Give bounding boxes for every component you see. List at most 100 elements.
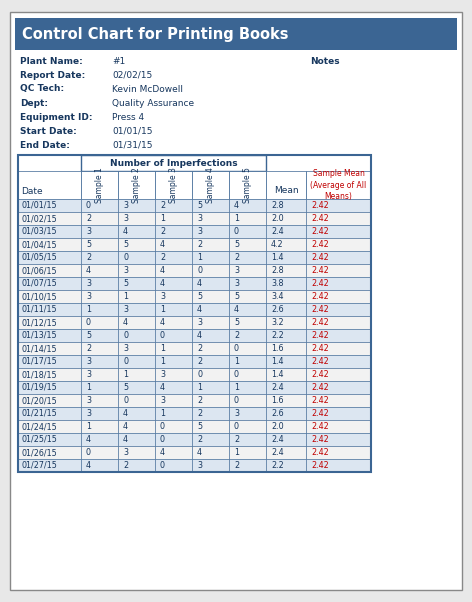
Text: 0: 0 [123,357,128,366]
Text: 2: 2 [234,435,239,444]
Text: 01/17/15: 01/17/15 [21,357,57,366]
Text: 1: 1 [234,357,239,366]
Text: 2.42: 2.42 [311,214,329,223]
FancyBboxPatch shape [192,277,229,290]
FancyBboxPatch shape [18,459,81,472]
FancyBboxPatch shape [118,420,155,433]
Text: 3.2: 3.2 [271,318,284,327]
Text: 01/02/15: 01/02/15 [21,214,57,223]
FancyBboxPatch shape [306,355,371,368]
FancyBboxPatch shape [229,407,266,420]
Text: 2.42: 2.42 [311,331,329,340]
FancyBboxPatch shape [155,264,192,277]
Text: 01/24/15: 01/24/15 [21,422,57,431]
Text: 01/25/15: 01/25/15 [21,435,57,444]
Text: 1: 1 [234,448,239,457]
FancyBboxPatch shape [155,394,192,407]
Text: 01/03/15: 01/03/15 [21,227,57,236]
Text: 5: 5 [234,240,239,249]
FancyBboxPatch shape [306,264,371,277]
Text: 2: 2 [86,214,91,223]
FancyBboxPatch shape [266,459,306,472]
Text: 5: 5 [197,422,202,431]
FancyBboxPatch shape [229,251,266,264]
Text: 3: 3 [234,409,239,418]
Text: 4: 4 [197,279,202,288]
FancyBboxPatch shape [266,368,306,381]
FancyBboxPatch shape [192,290,229,303]
Text: 2: 2 [86,253,91,262]
Text: 4: 4 [123,227,128,236]
Text: Plant Name:: Plant Name: [20,57,83,66]
FancyBboxPatch shape [266,199,306,212]
FancyBboxPatch shape [306,212,371,225]
Text: 1.4: 1.4 [271,357,284,366]
FancyBboxPatch shape [306,407,371,420]
Text: Notes: Notes [310,57,340,66]
FancyBboxPatch shape [18,171,81,199]
Text: 4: 4 [197,448,202,457]
Text: 3: 3 [123,201,128,210]
FancyBboxPatch shape [18,290,81,303]
Text: 0: 0 [234,344,239,353]
Text: 01/18/15: 01/18/15 [21,370,57,379]
FancyBboxPatch shape [192,368,229,381]
FancyBboxPatch shape [155,329,192,342]
FancyBboxPatch shape [306,459,371,472]
Text: 1.4: 1.4 [271,253,284,262]
FancyBboxPatch shape [306,277,371,290]
Text: 3: 3 [123,344,128,353]
FancyBboxPatch shape [155,171,192,199]
Text: 01/26/15: 01/26/15 [21,448,57,457]
FancyBboxPatch shape [81,355,118,368]
Text: 01/11/15: 01/11/15 [21,305,57,314]
Text: 2.0: 2.0 [271,214,284,223]
Text: 2.42: 2.42 [311,201,329,210]
Text: 0: 0 [197,266,202,275]
Text: Sample 5: Sample 5 [243,167,252,203]
FancyBboxPatch shape [81,407,118,420]
Text: 5: 5 [197,201,202,210]
FancyBboxPatch shape [229,290,266,303]
Text: 2: 2 [197,357,202,366]
FancyBboxPatch shape [229,459,266,472]
FancyBboxPatch shape [192,251,229,264]
Text: 5: 5 [123,279,128,288]
FancyBboxPatch shape [155,303,192,316]
Text: 01/13/15: 01/13/15 [21,331,57,340]
Text: 2.2: 2.2 [271,461,284,470]
Text: Kevin McDowell: Kevin McDowell [112,84,183,93]
FancyBboxPatch shape [118,446,155,459]
Text: 2.42: 2.42 [311,409,329,418]
Text: 01/20/15: 01/20/15 [21,396,57,405]
FancyBboxPatch shape [229,264,266,277]
FancyBboxPatch shape [81,277,118,290]
FancyBboxPatch shape [266,303,306,316]
FancyBboxPatch shape [81,459,118,472]
FancyBboxPatch shape [306,316,371,329]
Text: 01/07/15: 01/07/15 [21,279,57,288]
Text: 2.0: 2.0 [271,422,284,431]
FancyBboxPatch shape [192,381,229,394]
FancyBboxPatch shape [306,368,371,381]
Text: 3: 3 [197,318,202,327]
Text: 1: 1 [160,214,165,223]
FancyBboxPatch shape [81,199,118,212]
Text: 5: 5 [86,331,91,340]
Text: 4: 4 [160,266,165,275]
FancyBboxPatch shape [192,433,229,446]
FancyBboxPatch shape [118,251,155,264]
FancyBboxPatch shape [266,342,306,355]
Text: 3.4: 3.4 [271,292,284,301]
Text: 2.8: 2.8 [271,201,284,210]
FancyBboxPatch shape [192,303,229,316]
FancyBboxPatch shape [118,277,155,290]
Text: Start Date:: Start Date: [20,126,77,135]
FancyBboxPatch shape [18,407,81,420]
Text: 2.2: 2.2 [271,331,284,340]
Text: 2: 2 [234,461,239,470]
FancyBboxPatch shape [155,316,192,329]
FancyBboxPatch shape [118,303,155,316]
Text: 1: 1 [123,292,128,301]
FancyBboxPatch shape [81,329,118,342]
